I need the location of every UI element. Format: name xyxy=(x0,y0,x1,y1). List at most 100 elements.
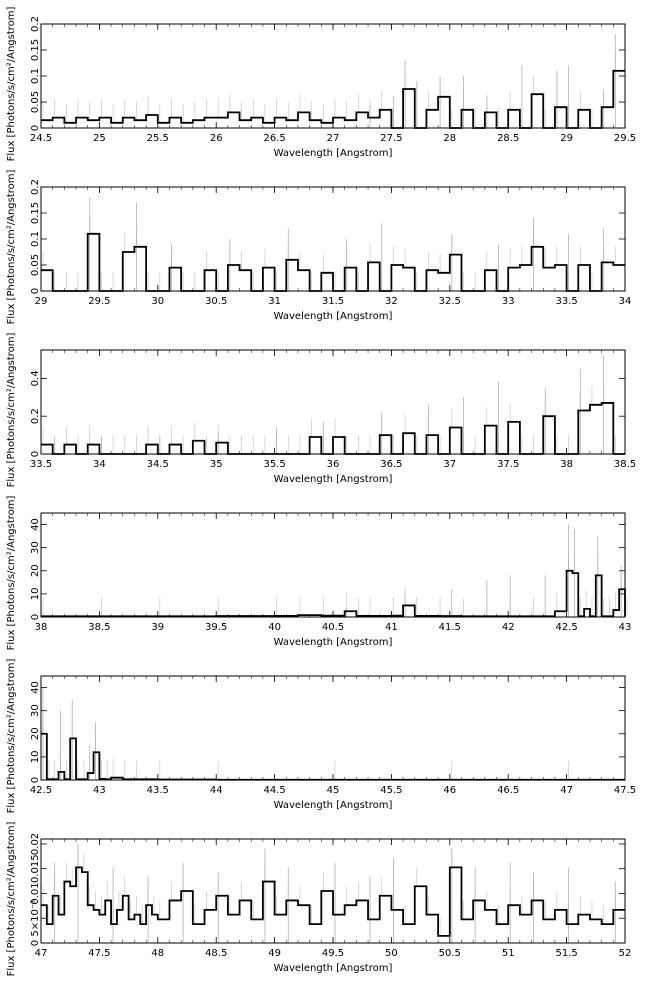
y-tick-label: 10 xyxy=(30,588,41,601)
x-tick-label: 38.5 xyxy=(614,459,636,470)
y-tick-label: 0.2 xyxy=(30,408,41,424)
y-tick-label: 0.2 xyxy=(30,16,41,32)
y-tick-label: 0.2 xyxy=(30,179,41,195)
x-tick-label: 49.5 xyxy=(322,948,344,959)
plot-frame xyxy=(40,23,626,129)
x-tick-label: 37.5 xyxy=(497,459,519,470)
y-axis-title: Flux [Photons/s/cm²/Angstrom] xyxy=(6,333,17,488)
y-tick-label: 30 xyxy=(30,541,41,554)
x-tick-label: 39 xyxy=(151,622,164,633)
x-tick-label: 50 xyxy=(385,948,398,959)
x-tick-label: 29 xyxy=(560,133,573,144)
y-tick-label: 40 xyxy=(30,518,41,531)
panel-6: 47 47.5 48 48.5 49 49.5 50 50.5 51 51.5 5205×10⁻³0… xyxy=(6,822,631,977)
x-tick-label: 47.5 xyxy=(88,948,110,959)
y-axis-title: Flux [Photons/s/cm²/Angstrom] xyxy=(6,496,17,651)
x-tick-label: 36.5 xyxy=(380,459,402,470)
panel-4: 38 38.5 39 39.5 40 40.5 41 41.5 42 42.5 43 0 10 20 30 4… xyxy=(6,496,631,651)
y-tick-label: 0.1 xyxy=(30,68,41,84)
x-tick-label: 47 xyxy=(35,948,48,959)
x-tick-label: 51 xyxy=(502,948,515,959)
y-tick-label: 10 xyxy=(30,751,41,764)
x-tick-label: 25.5 xyxy=(147,133,169,144)
x-tick-label: 40.5 xyxy=(322,622,344,633)
y-tick-label: 0.05 xyxy=(30,91,41,113)
x-tick-label: 47.5 xyxy=(614,785,636,796)
y-tick-label: 0.4 xyxy=(30,370,41,386)
flux-histogram xyxy=(41,69,625,129)
x-tick-label: 28.5 xyxy=(497,133,519,144)
x-tick-label: 35.5 xyxy=(263,459,285,470)
y-tick-label: 30 xyxy=(30,704,41,717)
y-tick-label: 0.15 xyxy=(30,39,41,61)
x-tick-label: 29 xyxy=(35,296,48,307)
x-tick-label: 40 xyxy=(268,622,281,633)
x-tick-label: 35 xyxy=(210,459,223,470)
error-bars xyxy=(42,197,616,291)
flux-histogram xyxy=(41,732,625,781)
plot-frame xyxy=(40,512,626,618)
x-tick-label: 27.5 xyxy=(380,133,402,144)
x-tick-label: 45.5 xyxy=(380,785,402,796)
y-tick-label: 0 xyxy=(30,288,41,294)
x-tick-label: 24.5 xyxy=(30,133,52,144)
y-tick-label: 0.015 xyxy=(30,854,41,883)
x-tick-label: 51.5 xyxy=(555,948,577,959)
panel-5: 42.5 43 43.5 44 44.5 45 45.5 46 46.5 47 47.5 0 10 20 3… xyxy=(6,659,636,814)
x-tick-label: 47 xyxy=(560,785,573,796)
x-tick-label: 43 xyxy=(93,785,106,796)
x-tick-label: 34 xyxy=(619,296,632,307)
flux-histogram xyxy=(41,232,625,292)
x-tick-label: 32.5 xyxy=(439,296,461,307)
x-tick-label: 45 xyxy=(327,785,340,796)
y-tick-label: 0.1 xyxy=(30,231,41,247)
y-tick-label: 20 xyxy=(30,564,41,577)
x-tick-label: 41.5 xyxy=(439,622,461,633)
x-tick-label: 34 xyxy=(93,459,106,470)
y-tick-label: 20 xyxy=(30,727,41,740)
panel-2: 29 29.5 30 30.5 31 31.5 32 32.5 33 33.5 34 0 0.05 0.1… xyxy=(6,170,631,325)
x-tick-label: 29.5 xyxy=(614,133,636,144)
x-tick-label: 50.5 xyxy=(439,948,461,959)
x-tick-label: 30.5 xyxy=(205,296,227,307)
y-axis-title: Flux [Photons/s/cm²/Angstrom] xyxy=(6,659,17,814)
x-tick-label: 49 xyxy=(268,948,281,959)
x-tick-label: 25 xyxy=(93,133,106,144)
x-tick-label: 39.5 xyxy=(205,622,227,633)
error-bars xyxy=(42,687,569,780)
x-tick-label: 42.5 xyxy=(555,622,577,633)
y-tick-label: 0.05 xyxy=(30,254,41,276)
y-tick-label: 0 xyxy=(30,777,41,783)
x-tick-label: 28 xyxy=(443,133,456,144)
x-tick-label: 33 xyxy=(502,296,515,307)
y-tick-label: 5×10⁻³ xyxy=(30,900,41,937)
y-tick-label: 0 xyxy=(30,451,41,457)
y-tick-label: 0.01 xyxy=(30,882,41,904)
x-tick-label: 42 xyxy=(502,622,515,633)
x-tick-label: 38 xyxy=(35,622,48,633)
panel-3: 33.5 34 34.5 35 35.5 36 36.5 37 37.5 38 38.5 0 0.2 0.… xyxy=(6,333,636,488)
x-tick-label: 52 xyxy=(619,948,632,959)
x-tick-label: 43.5 xyxy=(147,785,169,796)
x-tick-label: 38 xyxy=(560,459,573,470)
x-tick-label: 44.5 xyxy=(263,785,285,796)
y-axis-title: Flux [Photons/s/cm²/Angstrom] xyxy=(6,822,17,977)
x-tick-label: 26 xyxy=(210,133,223,144)
x-tick-label: 26.5 xyxy=(263,133,285,144)
x-tick-label: 29.5 xyxy=(88,296,110,307)
x-tick-label: 43 xyxy=(619,622,632,633)
y-tick-label: 0 xyxy=(30,125,41,131)
error-bars xyxy=(42,524,628,617)
flux-histogram xyxy=(41,569,626,618)
x-tick-label: 37 xyxy=(443,459,456,470)
x-tick-label: 31.5 xyxy=(322,296,344,307)
x-tick-label: 46 xyxy=(443,785,456,796)
x-axis-title: Wavelength [Angstrom] xyxy=(274,474,393,485)
y-tick-label: 0 xyxy=(30,614,41,620)
x-axis-title: Wavelength [Angstrom] xyxy=(274,637,393,648)
error-bars xyxy=(42,34,616,128)
x-tick-label: 48 xyxy=(151,948,164,959)
y-axis-title: Flux [Photons/s/cm²/Angstrom] xyxy=(6,170,17,325)
x-tick-label: 31 xyxy=(268,296,281,307)
